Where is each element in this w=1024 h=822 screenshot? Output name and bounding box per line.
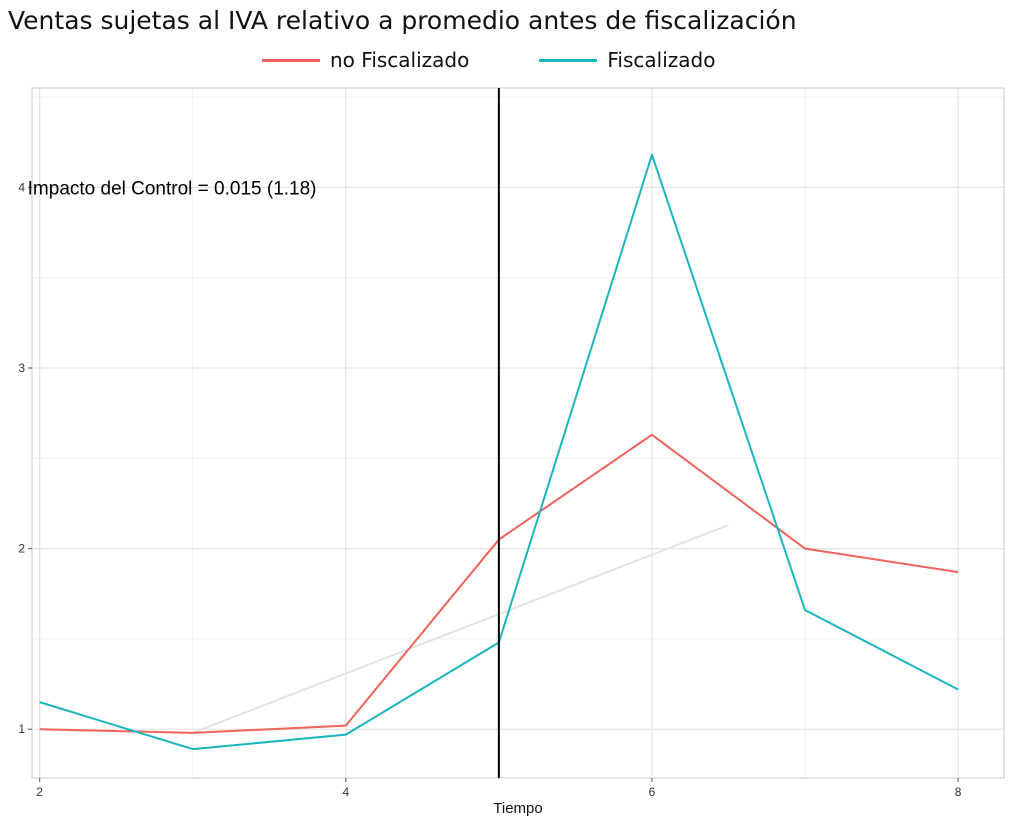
data-point-no-fiscalizado xyxy=(39,728,41,730)
x-tick-label: 4 xyxy=(342,785,349,799)
y-tick-label: 3 xyxy=(18,361,25,375)
legend-swatch-no-fiscalizado xyxy=(262,58,320,62)
data-point-no-fiscalizado xyxy=(651,434,653,436)
legend-label-no-fiscalizado: no Fiscalizado xyxy=(330,48,470,72)
axis-ticks: 2 4 6 8 1 2 3 4 xyxy=(18,180,961,799)
data-point-fiscalizado xyxy=(39,701,41,703)
x-tick-label: 2 xyxy=(36,785,43,799)
data-point-no-fiscalizado xyxy=(345,725,347,727)
x-axis-title: Tiempo xyxy=(493,800,542,817)
legend: no Fiscalizado Fiscalizado xyxy=(262,46,715,74)
impact-annotation: Impacto del Control = 0.015 (1.18) xyxy=(28,178,317,199)
y-tick-label: 4 xyxy=(18,180,25,194)
data-point-fiscalizado xyxy=(192,748,194,750)
faint-trend-segment xyxy=(192,524,729,734)
y-tick-label: 1 xyxy=(18,722,25,736)
data-point-fiscalizado xyxy=(804,609,806,611)
data-point-fiscalizado xyxy=(957,688,959,690)
x-tick-label: 8 xyxy=(955,785,962,799)
chart-title: Ventas sujetas al IVA relativo a promedi… xyxy=(8,6,797,35)
legend-label-fiscalizado: Fiscalizado xyxy=(607,48,716,72)
y-tick-label: 2 xyxy=(18,542,25,556)
data-point-no-fiscalizado xyxy=(804,548,806,550)
legend-swatch-fiscalizado xyxy=(539,58,598,62)
data-point-no-fiscalizado xyxy=(957,571,959,573)
legend-item-fiscalizado: Fiscalizado xyxy=(539,48,715,72)
plot-panel-border xyxy=(31,87,1005,779)
data-point-fiscalizado xyxy=(345,734,347,736)
legend-item-no-fiscalizado: no Fiscalizado xyxy=(262,48,469,72)
faint-trend-line xyxy=(192,524,729,734)
data-point-fiscalizado xyxy=(651,154,653,156)
x-tick-label: 6 xyxy=(649,785,656,799)
data-point-no-fiscalizado xyxy=(192,732,194,734)
